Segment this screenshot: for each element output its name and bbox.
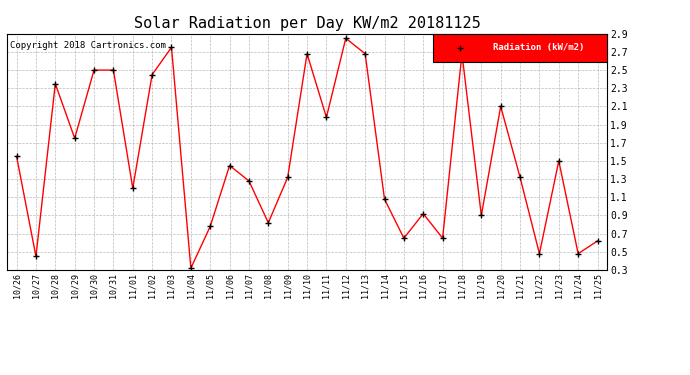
Text: Radiation (kW/m2): Radiation (kW/m2) <box>493 44 584 52</box>
Text: Copyright 2018 Cartronics.com: Copyright 2018 Cartronics.com <box>10 41 166 50</box>
FancyBboxPatch shape <box>433 34 607 62</box>
Title: Solar Radiation per Day KW/m2 20181125: Solar Radiation per Day KW/m2 20181125 <box>134 16 480 31</box>
